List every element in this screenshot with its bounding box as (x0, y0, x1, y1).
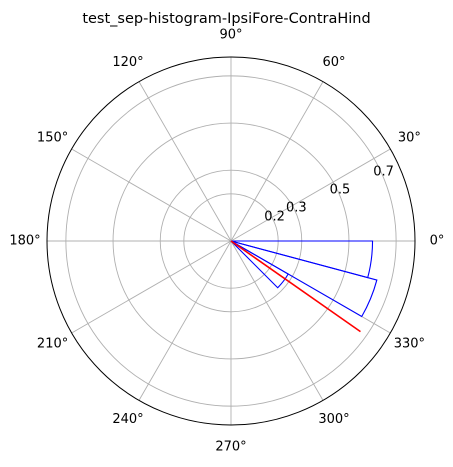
polar-frame (46, 56, 416, 426)
chart-title: test_sep-histogram-IpsiFore-ContraHind (82, 11, 370, 27)
histogram-bar-2 (230, 240, 374, 279)
angular-gridline-5 (71, 148, 232, 242)
angular-gridline-4 (138, 81, 232, 242)
theta-tick-label-210: 210° (37, 337, 68, 352)
angular-gridline-1 (230, 148, 391, 242)
r-tick-label-3: 0.7 (373, 164, 394, 179)
theta-tick-label-240: 240° (112, 412, 143, 427)
theta-tick-label-270: 270° (215, 440, 246, 455)
mean-direction-layer (230, 240, 361, 333)
r-tick-label-1: 0.3 (286, 200, 307, 215)
histogram-bar-1 (230, 240, 378, 318)
theta-tick-label-30: 30° (398, 131, 421, 146)
theta-tick-label-180: 180° (9, 234, 40, 249)
mean-direction-line (230, 240, 361, 333)
r-tick-label-2: 0.5 (330, 182, 351, 197)
theta-tick-label-150: 150° (37, 131, 68, 146)
theta-tick-label-60: 60° (322, 55, 345, 70)
angular-gridline-2 (230, 81, 324, 242)
r-tick-label-0: 0.2 (264, 209, 285, 224)
theta-tick-label-120: 120° (112, 55, 143, 70)
theta-tick-label-300: 300° (318, 412, 349, 427)
angular-gridline-7 (71, 240, 232, 334)
angular-gridline-10 (230, 240, 324, 401)
histogram-bars (230, 240, 378, 318)
histogram-bar-0 (230, 240, 289, 289)
theta-tick-label-330: 330° (394, 337, 425, 352)
theta-tick-label-90: 90° (219, 28, 242, 43)
theta-tick-label-0: 0° (430, 234, 445, 249)
angular-gridline-8 (138, 240, 232, 401)
frame-layer (46, 56, 416, 426)
tick-labels-layer: 0° 30° 60° 90° 120° 150° 180° 210° 240° 270° 300° 3… (9, 28, 444, 455)
